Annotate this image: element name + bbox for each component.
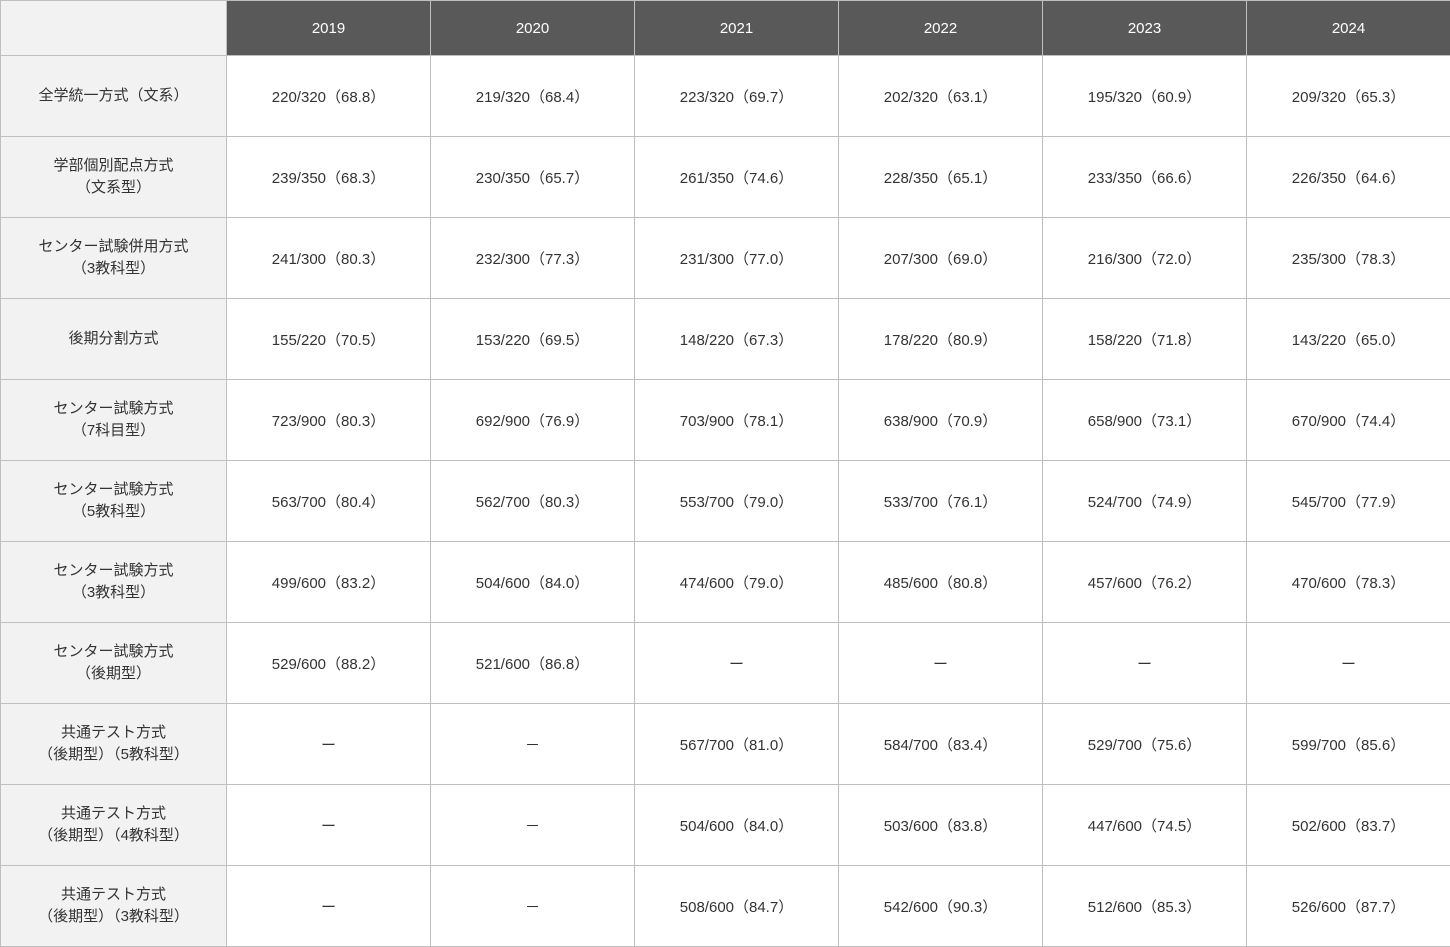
cell: 524/700（74.9）: [1043, 461, 1247, 542]
cell: 563/700（80.4）: [227, 461, 431, 542]
cell: －: [431, 866, 635, 947]
table-row: センター試験方式（3教科型） 499/600（83.2） 504/600（84.…: [1, 542, 1450, 623]
year-header: 2024: [1247, 1, 1450, 56]
cell: 155/220（70.5）: [227, 299, 431, 380]
cell: 503/600（83.8）: [839, 785, 1043, 866]
cell: 231/300（77.0）: [635, 218, 839, 299]
cell: ー: [839, 623, 1043, 704]
cell: 533/700（76.1）: [839, 461, 1043, 542]
cell: 723/900（80.3）: [227, 380, 431, 461]
cell: 658/900（73.1）: [1043, 380, 1247, 461]
cell: 499/600（83.2）: [227, 542, 431, 623]
cell: 529/700（75.6）: [1043, 704, 1247, 785]
cell: ー: [227, 785, 431, 866]
cell: 223/320（69.7）: [635, 56, 839, 137]
header-row: 2019 2020 2021 2022 2023 2024: [1, 1, 1450, 56]
table-row: 学部個別配点方式（文系型） 239/350（68.3） 230/350（65.7…: [1, 137, 1450, 218]
cell: 202/320（63.1）: [839, 56, 1043, 137]
cell: 545/700（77.9）: [1247, 461, 1450, 542]
cell: 599/700（85.6）: [1247, 704, 1450, 785]
cell: 235/300（78.3）: [1247, 218, 1450, 299]
cell: 207/300（69.0）: [839, 218, 1043, 299]
cell: 504/600（84.0）: [635, 785, 839, 866]
row-header: 共通テスト方式（後期型）（4教科型）: [1, 785, 227, 866]
row-header: センター試験方式（3教科型）: [1, 542, 227, 623]
cell: ー: [1043, 623, 1247, 704]
cell: 153/220（69.5）: [431, 299, 635, 380]
table-row: センター試験方式（7科目型） 723/900（80.3） 692/900（76.…: [1, 380, 1450, 461]
cell: 526/600（87.7）: [1247, 866, 1450, 947]
table-row: センター試験方式（後期型） 529/600（88.2） 521/600（86.8…: [1, 623, 1450, 704]
cell: 567/700（81.0）: [635, 704, 839, 785]
cell: 470/600（78.3）: [1247, 542, 1450, 623]
cell: 542/600（90.3）: [839, 866, 1043, 947]
table-row: 共通テスト方式（後期型）（3教科型） ー － 508/600（84.7） 542…: [1, 866, 1450, 947]
cell: 239/350（68.3）: [227, 137, 431, 218]
table-body: 全学統一方式（文系） 220/320（68.8） 219/320（68.4） 2…: [1, 56, 1450, 947]
cell: 502/600（83.7）: [1247, 785, 1450, 866]
table-row: センター試験併用方式（3教科型） 241/300（80.3） 232/300（7…: [1, 218, 1450, 299]
cell: 584/700（83.4）: [839, 704, 1043, 785]
cell: ー: [227, 704, 431, 785]
cell: 447/600（74.5）: [1043, 785, 1247, 866]
year-header: 2020: [431, 1, 635, 56]
cell: 178/220（80.9）: [839, 299, 1043, 380]
row-header: 後期分割方式: [1, 299, 227, 380]
table-row: 共通テスト方式（後期型）（5教科型） ー － 567/700（81.0） 584…: [1, 704, 1450, 785]
cell: 226/350（64.6）: [1247, 137, 1450, 218]
row-header: センター試験併用方式（3教科型）: [1, 218, 227, 299]
cell: 233/350（66.6）: [1043, 137, 1247, 218]
cell: 553/700（79.0）: [635, 461, 839, 542]
cell: 529/600（88.2）: [227, 623, 431, 704]
cell: 512/600（85.3）: [1043, 866, 1247, 947]
cell: 230/350（65.7）: [431, 137, 635, 218]
cell: 219/320（68.4）: [431, 56, 635, 137]
scores-table: 2019 2020 2021 2022 2023 2024 全学統一方式（文系）…: [0, 0, 1450, 947]
row-header: センター試験方式（7科目型）: [1, 380, 227, 461]
row-header: 全学統一方式（文系）: [1, 56, 227, 137]
row-header: 学部個別配点方式（文系型）: [1, 137, 227, 218]
cell: 521/600（86.8）: [431, 623, 635, 704]
header-blank: [1, 1, 227, 56]
cell: 504/600（84.0）: [431, 542, 635, 623]
cell: 670/900（74.4）: [1247, 380, 1450, 461]
cell: 216/300（72.0）: [1043, 218, 1247, 299]
cell: 143/220（65.0）: [1247, 299, 1450, 380]
cell: 261/350（74.6）: [635, 137, 839, 218]
cell: ー: [227, 866, 431, 947]
cell: 158/220（71.8）: [1043, 299, 1247, 380]
cell: 228/350（65.1）: [839, 137, 1043, 218]
table-row: 共通テスト方式（後期型）（4教科型） ー － 504/600（84.0） 503…: [1, 785, 1450, 866]
row-header: 共通テスト方式（後期型）（5教科型）: [1, 704, 227, 785]
cell: 195/320（60.9）: [1043, 56, 1247, 137]
year-header: 2023: [1043, 1, 1247, 56]
table-row: 後期分割方式 155/220（70.5） 153/220（69.5） 148/2…: [1, 299, 1450, 380]
cell: 692/900（76.9）: [431, 380, 635, 461]
cell: 474/600（79.0）: [635, 542, 839, 623]
cell: 457/600（76.2）: [1043, 542, 1247, 623]
cell: －: [431, 785, 635, 866]
cell: 638/900（70.9）: [839, 380, 1043, 461]
year-header: 2021: [635, 1, 839, 56]
row-header: センター試験方式（5教科型）: [1, 461, 227, 542]
year-header: 2022: [839, 1, 1043, 56]
cell: 485/600（80.8）: [839, 542, 1043, 623]
cell: 703/900（78.1）: [635, 380, 839, 461]
row-header: センター試験方式（後期型）: [1, 623, 227, 704]
cell: 220/320（68.8）: [227, 56, 431, 137]
year-header: 2019: [227, 1, 431, 56]
cell: 508/600（84.7）: [635, 866, 839, 947]
cell: 241/300（80.3）: [227, 218, 431, 299]
cell: －: [431, 704, 635, 785]
row-header: 共通テスト方式（後期型）（3教科型）: [1, 866, 227, 947]
cell: 232/300（77.3）: [431, 218, 635, 299]
cell: ー: [1247, 623, 1450, 704]
cell: 148/220（67.3）: [635, 299, 839, 380]
cell: 562/700（80.3）: [431, 461, 635, 542]
cell: ー: [635, 623, 839, 704]
table-row: センター試験方式（5教科型） 563/700（80.4） 562/700（80.…: [1, 461, 1450, 542]
table-row: 全学統一方式（文系） 220/320（68.8） 219/320（68.4） 2…: [1, 56, 1450, 137]
cell: 209/320（65.3）: [1247, 56, 1450, 137]
